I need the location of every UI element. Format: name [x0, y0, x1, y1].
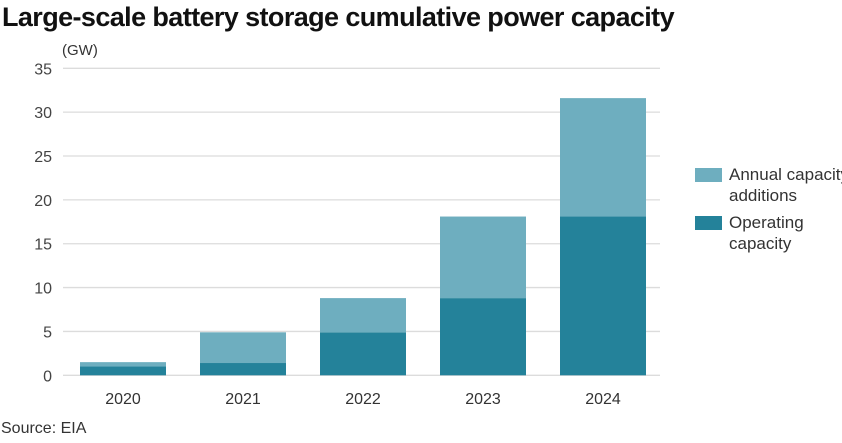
bar-2023-annual-capacity-additions [440, 216, 526, 299]
bar-2022-annual-capacity-additions [320, 298, 406, 333]
y-tick-label: 0 [43, 368, 52, 385]
x-tick-label: 2021 [225, 391, 261, 408]
legend-label-operating-capacity: Operating capacity [729, 213, 804, 253]
x-axis-ticks: 2020 2021 2022 2023 2024 [105, 391, 621, 408]
legend-item-annual-additions: Annual capacity additions [695, 164, 842, 206]
y-tick-label: 10 [34, 281, 52, 298]
bar-2023-operating-capacity [440, 298, 526, 376]
y-tick-label: 15 [34, 237, 52, 254]
y-axis-unit-label: (GW) [62, 42, 98, 59]
x-tick-label: 2024 [585, 391, 621, 408]
y-tick-label: 25 [34, 149, 52, 166]
bar-2020-operating-capacity [80, 366, 166, 376]
legend: Annual capacity additions Operating capa… [695, 164, 842, 260]
bar-2022-operating-capacity [320, 332, 406, 376]
x-tick-label: 2023 [465, 391, 501, 408]
y-tick-label: 30 [34, 105, 52, 122]
x-tick-label: 2020 [105, 391, 141, 408]
bar-2024-annual-capacity-additions [560, 98, 646, 217]
legend-label-annual-additions: Annual capacity additions [729, 165, 842, 205]
legend-swatch-annual-additions [695, 168, 722, 182]
y-tick-label: 5 [43, 324, 52, 341]
y-tick-label: 35 [34, 61, 52, 78]
bars [80, 98, 646, 376]
source-note: Source: EIA [1, 420, 87, 437]
x-tick-label: 2022 [345, 391, 381, 408]
chart-title: Large-scale battery storage cumulative p… [2, 2, 675, 32]
legend-item-operating-capacity: Operating capacity [695, 212, 842, 254]
bar-2021-annual-capacity-additions [200, 332, 286, 364]
bar-2024-operating-capacity [560, 216, 646, 376]
bar-2021-operating-capacity [200, 363, 286, 376]
y-axis-ticks: 0 5 10 15 20 25 30 35 [34, 61, 52, 385]
bar-2020-annual-capacity-additions [80, 362, 166, 367]
y-tick-label: 20 [34, 193, 52, 210]
legend-swatch-operating-capacity [695, 216, 722, 230]
